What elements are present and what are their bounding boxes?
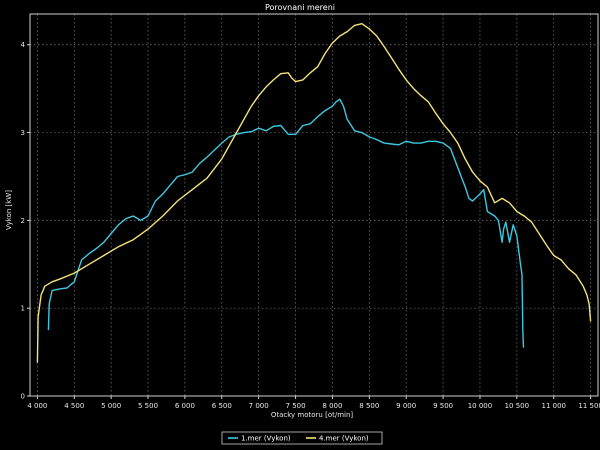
series-line-1 xyxy=(47,98,525,348)
x-tick-label: 10 000 xyxy=(468,402,493,410)
chart-title: Porovnani mereni xyxy=(265,3,335,12)
plot-frame xyxy=(29,13,599,397)
y-axis-title: Vykon [kW] xyxy=(5,190,13,230)
x-tick-label: 8 000 xyxy=(322,402,342,410)
x-tick-label: 5 000 xyxy=(101,402,121,410)
x-tick-label: 7 000 xyxy=(249,402,269,410)
x-tick-label: 9 000 xyxy=(396,402,416,410)
legend: 1.mer (Vykon) 4.mer (Vykon) xyxy=(221,431,383,445)
x-tick-label: 10 500 xyxy=(505,402,530,410)
x-tick-label: 11 000 xyxy=(541,402,566,410)
y-tick-label: 0 xyxy=(21,393,25,401)
x-axis-title: Otacky motoru [ot/min] xyxy=(271,411,354,419)
x-tick-label: 9 500 xyxy=(433,402,453,410)
x-tick-label: 4 500 xyxy=(64,402,84,410)
series-layer xyxy=(36,23,592,363)
y-tick-label: 4 xyxy=(21,41,26,49)
y-tick-label: 2 xyxy=(21,217,25,225)
x-tick-label: 6 000 xyxy=(175,402,195,410)
y-tick-label: 3 xyxy=(21,129,25,137)
x-tick-label: 11 500 xyxy=(578,402,600,410)
x-tick-label: 5 500 xyxy=(138,402,158,410)
legend-label-2: 4.mer (Vykon) xyxy=(319,435,369,443)
y-tick-label: 1 xyxy=(21,305,25,313)
x-tick-label: 6 500 xyxy=(212,402,232,410)
series-line-2 xyxy=(36,23,592,363)
legend-label-1: 1.mer (Vykon) xyxy=(241,435,291,443)
x-axis-ticks: 4 000 4 500 5 000 5 500 6 000 6 500 7 000 7 500… xyxy=(27,396,600,410)
legend-box xyxy=(221,431,383,445)
grid xyxy=(30,14,598,396)
x-tick-label: 7 500 xyxy=(286,402,306,410)
y-axis-ticks: 0 1 2 3 4 xyxy=(21,41,30,401)
x-tick-label: 4 000 xyxy=(27,402,47,410)
x-tick-label: 8 500 xyxy=(359,402,379,410)
